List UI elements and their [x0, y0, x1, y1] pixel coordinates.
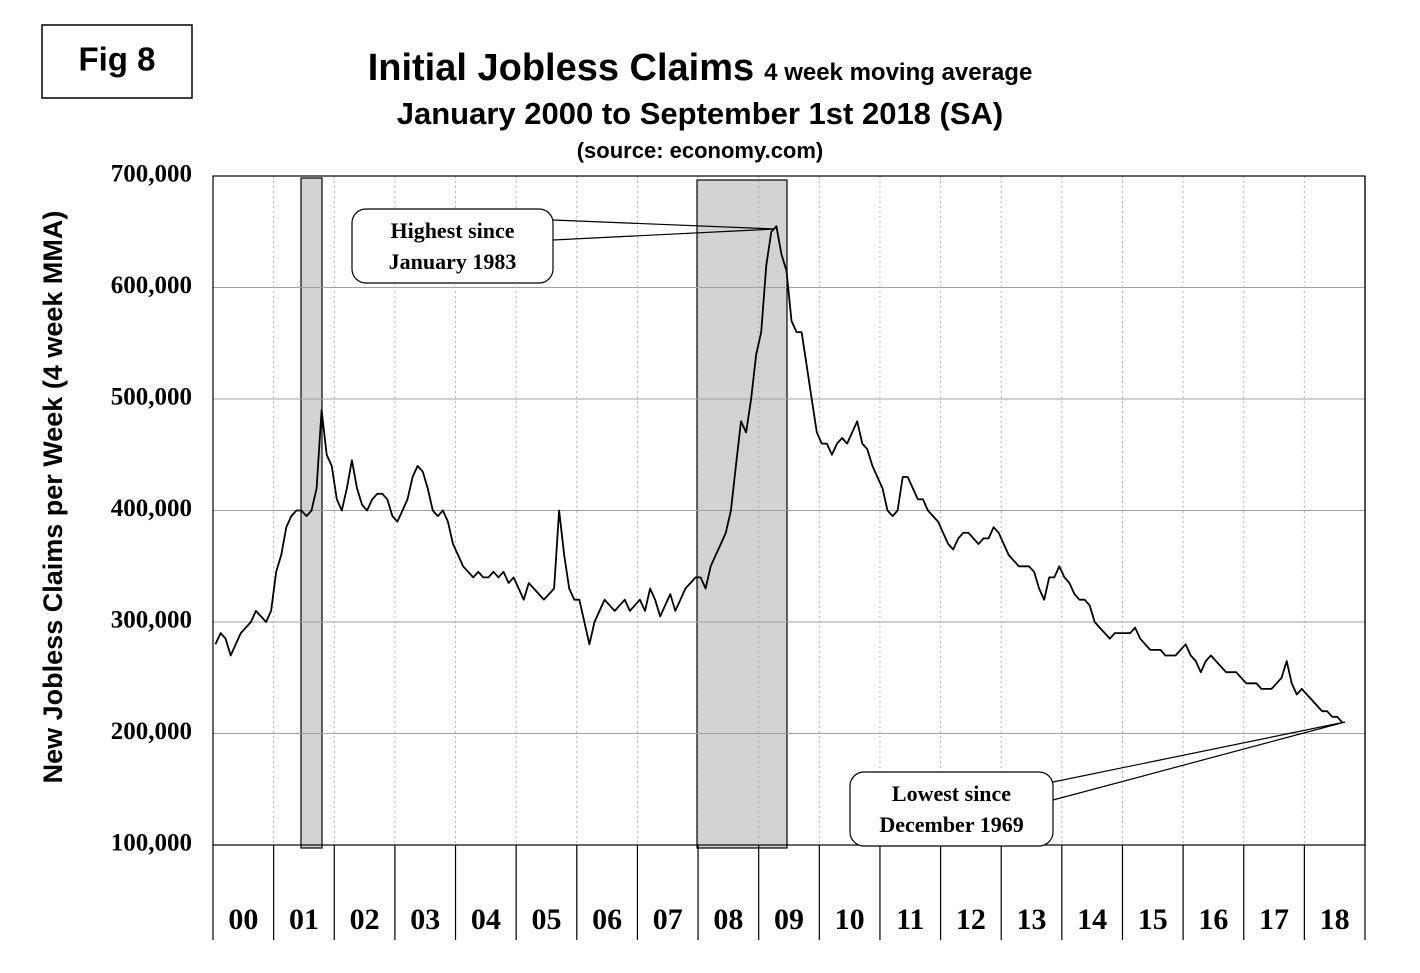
plot-area: 100,000 200,000 300,000 400,000 500,000 600,0… — [111, 161, 1366, 940]
title-note: 4 week moving average — [764, 59, 1032, 86]
y-tick-label: 600,000 — [111, 272, 192, 299]
x-tick-label: 04 — [471, 903, 501, 936]
x-tick-label: 07 — [653, 903, 683, 936]
x-tick-label: 17 — [1259, 903, 1289, 936]
chart-title: Initial Jobless Claims 4 week moving aver… — [368, 47, 1033, 89]
fig-box — [41, 24, 193, 99]
annotation-text: January 1983 — [389, 249, 517, 274]
annotation-text: December 1969 — [879, 812, 1023, 837]
x-tick-label: 15 — [1138, 903, 1168, 936]
x-tick-label: 18 — [1320, 903, 1350, 936]
x-tick-label: 16 — [1198, 903, 1228, 936]
x-tick-label: 08 — [713, 903, 743, 936]
callout-line — [552, 219, 776, 241]
y-tick-label: 100,000 — [111, 830, 192, 857]
x-tick-label: 10 — [835, 903, 865, 936]
y-tick-label: 700,000 — [111, 161, 192, 188]
source: (source: economy.com) — [577, 138, 824, 163]
x-tick-label: 05 — [531, 903, 561, 936]
subtitle: January 2000 to September 1st 2018 (SA) — [397, 96, 1004, 131]
x-tick-label: 01 — [289, 903, 319, 936]
x-tick-label: 11 — [896, 903, 924, 936]
x-tick-label: 13 — [1017, 903, 1047, 936]
x-tick-label: 02 — [350, 903, 380, 936]
x-tick-label: 03 — [410, 903, 440, 936]
recession-band — [300, 177, 323, 849]
x-tick-label: 12 — [956, 903, 986, 936]
callout-line — [1052, 721, 1346, 801]
x-tick-label: 06 — [592, 903, 622, 936]
annotation-text: Lowest since — [892, 781, 1011, 806]
annotation-box — [849, 771, 1054, 847]
x-tick-label: 14 — [1077, 903, 1107, 936]
y-axis-label: New Jobless Claims per Week (4 week MMA) — [38, 211, 68, 784]
annotation-text: Highest since — [390, 218, 514, 243]
x-tick-label: 00 — [228, 903, 258, 936]
y-tick-label: 200,000 — [111, 718, 192, 745]
y-tick-label: 400,000 — [111, 495, 192, 522]
annotation-box — [351, 208, 554, 284]
y-tick-label: 500,000 — [111, 384, 192, 411]
claims-line — [214, 225, 1343, 724]
title-main: Initial Jobless Claims — [368, 47, 754, 89]
recession-band — [696, 179, 788, 849]
x-tick-label: 09 — [774, 903, 804, 936]
y-tick-label: 300,000 — [111, 607, 192, 634]
plot-frame — [212, 175, 1366, 846]
fig-label: Fig 8 — [78, 41, 155, 78]
